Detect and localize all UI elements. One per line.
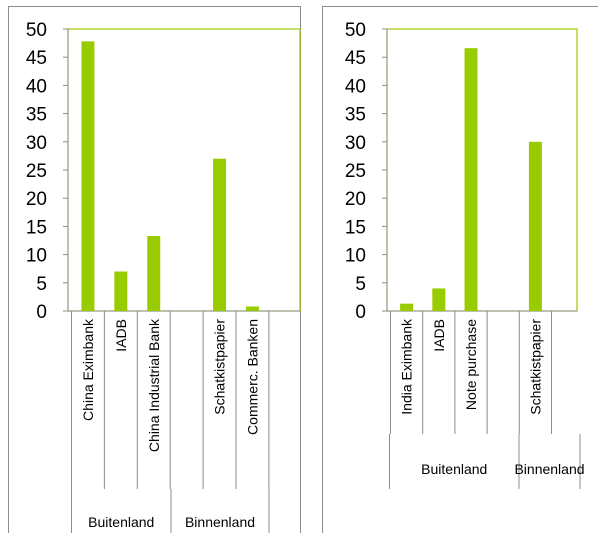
left-category-label: Schatkistpapier	[212, 319, 228, 415]
left-y-tick-label: 5	[36, 274, 47, 295]
right-y-tick-label: 35	[345, 105, 366, 126]
left-bar	[245, 306, 259, 311]
left-y-tick-label: 0	[36, 302, 47, 323]
left-group-label: Buitenland	[88, 514, 154, 530]
right-y-tick-label: 15	[345, 217, 366, 238]
left-bar	[81, 41, 95, 312]
right-bar	[432, 288, 446, 311]
right-category-label: Note purchase	[463, 319, 479, 410]
left-category-label: China Industrial Bank	[146, 318, 162, 452]
left-category-label: IADB	[113, 319, 129, 352]
left-chart: 0 5 10 15 20 25 30 35 40 45 50 China Eximbank IADB Ch…	[26, 20, 301, 533]
left-y-tick-label: 10	[26, 246, 47, 267]
right-y-tick-label: 5	[355, 274, 366, 295]
left-y-tick-label: 35	[26, 105, 47, 126]
right-chart-panel	[322, 6, 598, 533]
right-y-tick-label: 50	[345, 20, 366, 41]
right-group-label: Binnenland	[514, 461, 584, 477]
right-bar	[528, 141, 542, 311]
right-y-tick-label: 0	[355, 302, 366, 323]
right-y-tick-label: 20	[345, 189, 366, 210]
left-y-tick-label: 30	[26, 133, 47, 154]
left-y-tick-label: 25	[26, 161, 47, 182]
left-y-tick-label: 50	[26, 20, 47, 41]
right-y-tick-label: 25	[345, 161, 366, 182]
left-y-tick-label: 20	[26, 189, 47, 210]
left-group-label: Binnenland	[185, 514, 255, 530]
right-category-label: Schatkistpapier	[527, 319, 543, 415]
left-y-tick-label: 15	[26, 217, 47, 238]
left-bar	[147, 235, 161, 311]
left-category-label: China Eximbank	[80, 318, 96, 421]
right-y-tick-label: 45	[345, 48, 366, 69]
right-y-tick-label: 30	[345, 133, 366, 154]
left-y-tick-label: 40	[26, 76, 47, 97]
right-chart: 0 5 10 15 20 25 30 35 40 45 50 India Eximbank IADB No…	[345, 20, 585, 489]
right-y-tick-label: 10	[345, 246, 366, 267]
right-category-label: India Eximbank	[399, 318, 415, 415]
left-category-label: Commerc. Banken	[244, 319, 260, 435]
left-bar	[213, 158, 227, 311]
right-bar	[464, 48, 478, 312]
right-y-tick-label: 40	[345, 76, 366, 97]
right-category-label: IADB	[431, 319, 447, 352]
left-plot-border	[67, 28, 301, 312]
right-bar	[400, 303, 414, 311]
left-bar	[114, 271, 128, 311]
right-group-label: Buitenland	[421, 461, 487, 477]
right-plot-border	[386, 28, 578, 312]
left-y-tick-label: 45	[26, 48, 47, 69]
